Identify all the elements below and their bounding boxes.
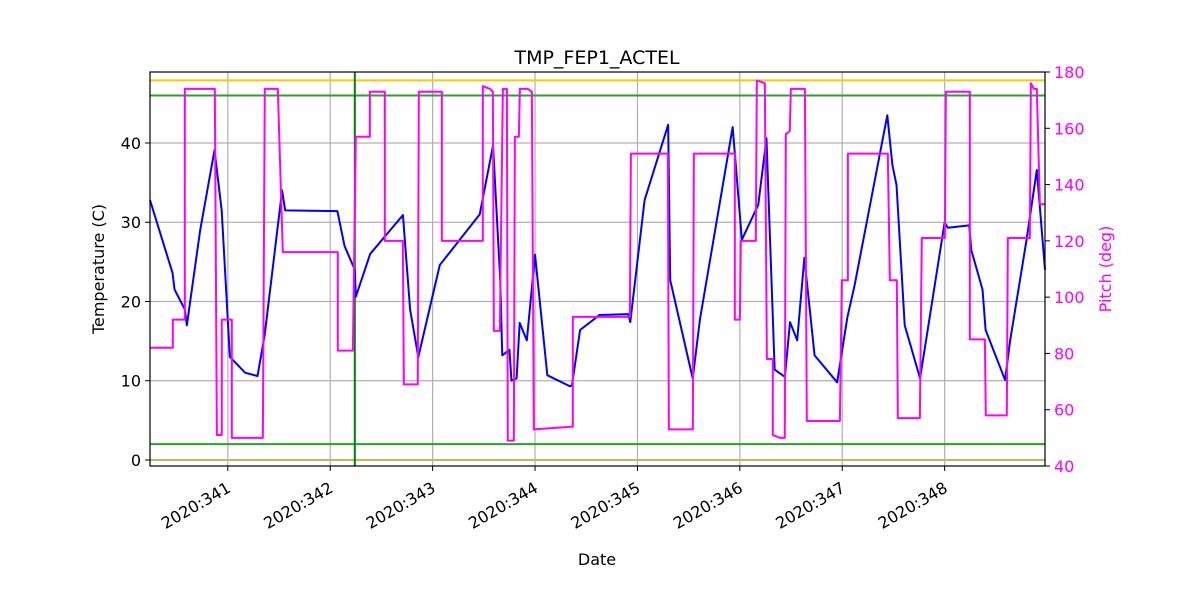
y-tick-label: 0	[131, 451, 141, 470]
y-tick-label: 10	[121, 372, 141, 391]
y-axis-label: Temperature (C)	[89, 204, 108, 335]
y2-tick-label: 180	[1054, 63, 1085, 82]
y2-tick-label: 120	[1054, 232, 1085, 251]
plot-frame	[149, 71, 1046, 467]
data-line	[149, 114, 1046, 388]
y2-tick-label: 140	[1054, 176, 1085, 195]
y-tick-label: 30	[121, 213, 141, 232]
y-tick-label: 20	[121, 292, 141, 311]
y2-tick-label: 80	[1054, 344, 1074, 363]
x-axis-label: Date	[578, 550, 616, 569]
y-tick-label: 40	[121, 134, 141, 153]
y2-tick-label: 100	[1054, 288, 1085, 307]
data-line	[149, 79, 1045, 442]
chart-title: TMP_FEP1_ACTEL	[513, 47, 679, 69]
y2-tick-label: 160	[1054, 119, 1085, 138]
y2-axis-label: Pitch (deg)	[1096, 226, 1115, 313]
y2-tick-label: 40	[1054, 457, 1074, 476]
y2-tick-label: 60	[1054, 401, 1074, 420]
